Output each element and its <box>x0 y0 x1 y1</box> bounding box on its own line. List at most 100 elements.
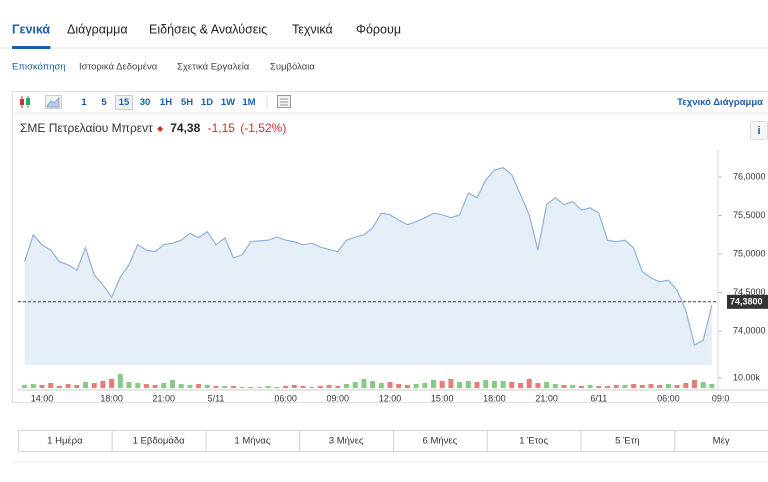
volume-bar <box>257 387 262 388</box>
volume-bar <box>544 382 550 388</box>
interval-button[interactable]: 15 <box>119 97 130 108</box>
volume-bar <box>561 385 567 388</box>
change: -1,15 <box>208 121 236 135</box>
volume-bar <box>622 385 628 388</box>
interval-button[interactable]: 5 <box>101 97 107 108</box>
area-fill <box>24 167 712 365</box>
period-label[interactable]: 1 Μήνας <box>234 436 270 447</box>
volume-bar <box>117 374 123 388</box>
subnav-link[interactable]: Σχετικά Εργαλεία <box>177 62 250 73</box>
grid-icon[interactable] <box>277 95 291 108</box>
last-price-box <box>727 294 768 309</box>
price-line <box>24 167 713 346</box>
price: 74,38 <box>170 121 200 135</box>
period-label[interactable]: 5 Έτη <box>615 436 639 447</box>
subnav-link[interactable]: Συμβόλαια <box>270 62 315 73</box>
x-tick-label: 06:00 <box>274 393 297 403</box>
volume-bar <box>587 385 593 388</box>
interval-button[interactable]: 1H <box>160 97 172 108</box>
candle-icon[interactable] <box>20 96 30 108</box>
y-tick-label: 74,0000 <box>733 325 766 335</box>
volume-bar <box>639 385 645 388</box>
interval-button[interactable]: 1M <box>242 97 255 108</box>
interval-button[interactable]: 30 <box>140 97 151 108</box>
x-tick-label: 5/11 <box>208 393 225 403</box>
volume-bar <box>317 386 323 388</box>
change-percent: (-1,52%) <box>240 121 286 135</box>
y-tick-label: 75,0000 <box>733 248 766 258</box>
x-tick-label: 18:00 <box>100 393 123 403</box>
volume-bar <box>465 381 471 388</box>
volume-bar <box>413 384 419 388</box>
volume-bar <box>274 387 280 388</box>
volume-bar <box>100 381 106 388</box>
period-label[interactable]: 3 Μήνες <box>329 436 364 447</box>
volume-bar <box>22 385 28 388</box>
x-tick-label: 09:00 <box>327 393 350 403</box>
volume-bar <box>518 383 523 388</box>
volume-bar <box>500 381 506 388</box>
subnav-link[interactable]: Ιστορικά Δεδομένα <box>79 62 158 73</box>
nav-tab[interactable]: Διάγραμμα <box>67 22 128 36</box>
technical-chart-link[interactable]: Τεχνικό Διάγραμμα <box>677 97 763 108</box>
nav-tab[interactable]: Φόρουμ <box>356 22 401 36</box>
volume-bar <box>431 380 436 388</box>
x-tick-label: 06:00 <box>657 393 680 403</box>
volume-bar <box>387 382 393 388</box>
volume-bar <box>91 383 97 388</box>
volume-bar <box>578 386 584 388</box>
volume-bar <box>700 382 706 388</box>
volume-bar <box>457 382 463 388</box>
interval-button[interactable]: 5H <box>181 97 193 108</box>
volume-bar <box>526 379 532 388</box>
volume-bar <box>370 381 376 388</box>
subnav-link[interactable]: Επισκόπηση <box>12 62 66 73</box>
volume-bar <box>48 383 54 388</box>
volume-bar <box>309 387 315 388</box>
volume-bar <box>161 383 167 388</box>
interval-button[interactable]: 1 <box>81 97 87 108</box>
volume-bar <box>239 387 245 388</box>
volume-bar <box>491 381 497 388</box>
period-label[interactable]: 1 Εβδομάδα <box>133 436 186 447</box>
volume-bar <box>135 383 141 388</box>
period-label[interactable]: 1 Έτος <box>519 436 548 447</box>
volume-bar <box>204 385 210 388</box>
x-tick-label: 12:00 <box>379 393 402 403</box>
period-label[interactable]: 1 Ημέρα <box>47 436 83 447</box>
period-label[interactable]: Μέγ <box>713 436 730 447</box>
volume-bar <box>283 386 289 388</box>
volume-bar <box>65 384 71 388</box>
volume-bar <box>222 386 228 388</box>
period-button[interactable] <box>674 430 768 452</box>
volume-bar <box>56 386 62 388</box>
volume-bar <box>683 383 689 388</box>
volume-bar <box>605 386 610 388</box>
interval-button[interactable]: 1D <box>201 97 213 108</box>
volume-bar <box>335 386 341 388</box>
volume-bar <box>344 384 349 388</box>
volume-bar <box>552 384 558 388</box>
interval-button[interactable]: 1W <box>221 97 235 108</box>
quote-line: ΣΜΕ Πετρελαίου Μπρεντ 74,38 -1,15 (-1,52… <box>20 121 286 135</box>
period-label[interactable]: 6 Μήνες <box>423 436 458 447</box>
volume-bar <box>291 385 297 388</box>
y-tick-label: 74,5000 <box>733 287 766 297</box>
volume-bar <box>178 384 184 388</box>
volume-bar <box>613 385 619 388</box>
x-tick-label: 09:0 <box>712 393 730 403</box>
volume-bar <box>396 384 402 388</box>
volume-bar <box>248 387 254 388</box>
volume-bar <box>596 386 602 388</box>
nav-tab[interactable]: Ειδήσεις & Αναλύσεις <box>149 22 267 36</box>
x-tick-label: 21:00 <box>535 393 558 403</box>
area-icon[interactable] <box>45 95 62 109</box>
info-icon[interactable]: i <box>757 125 760 137</box>
volume-bar <box>126 382 132 388</box>
volume-bar <box>326 385 332 388</box>
volume-bar <box>187 385 193 388</box>
nav-tab[interactable]: Γενικά <box>12 22 50 36</box>
volume-bar <box>709 384 715 388</box>
nav-tab[interactable]: Τεχνικά <box>292 22 333 36</box>
